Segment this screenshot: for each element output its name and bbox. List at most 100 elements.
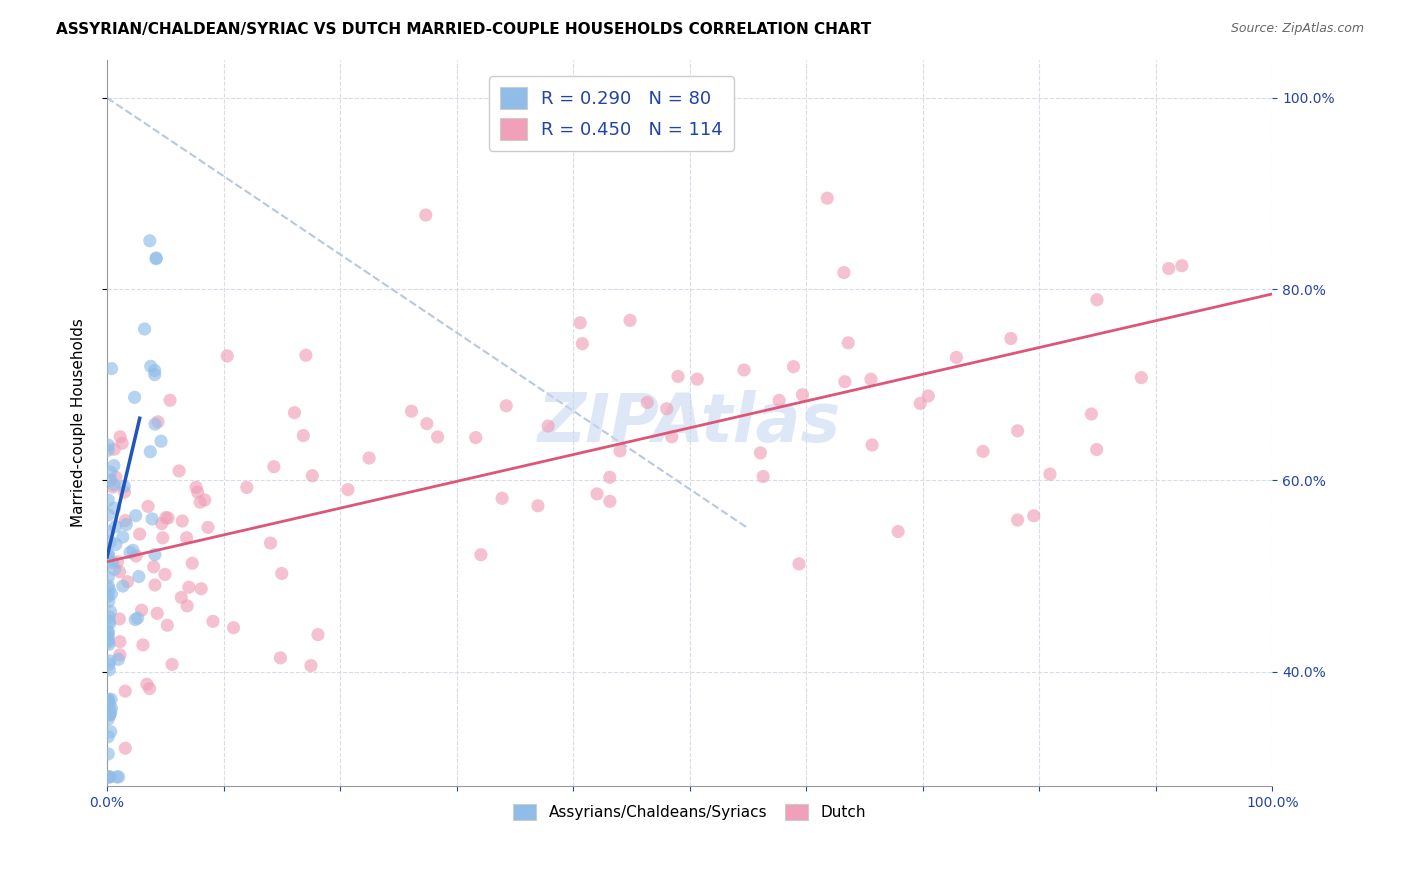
Point [97, 692, 120, 706]
Point [201, 615, 224, 629]
Point [108, 430, 131, 444]
Point [599, 494, 621, 508]
Point [97, 579, 120, 593]
Point [1130, 370, 1153, 384]
Point [111, 579, 134, 593]
Point [98, 707, 121, 722]
Point [97, 589, 120, 603]
Point [97, 712, 120, 726]
Point [527, 499, 550, 513]
Point [100, 605, 122, 619]
Point [112, 479, 135, 493]
Point [752, 469, 775, 483]
Point [1007, 424, 1029, 438]
Point [98, 663, 121, 677]
Point [834, 375, 856, 389]
Point [114, 514, 136, 528]
Point [146, 415, 169, 429]
Point [97, 693, 120, 707]
Legend: Assyrians/Chaldeans/Syriacs, Dutch: Assyrians/Chaldeans/Syriacs, Dutch [508, 797, 872, 826]
Point [122, 543, 145, 558]
Point [125, 549, 148, 563]
Point [859, 372, 882, 386]
Point [97, 635, 120, 649]
Point [97, 493, 120, 508]
Point [108, 648, 131, 662]
Text: ASSYRIAN/CHALDEAN/SYRIAC VS DUTCH MARRIED-COUPLE HOUSEHOLDS CORRELATION CHART: ASSYRIAN/CHALDEAN/SYRIAC VS DUTCH MARRIE… [56, 22, 872, 37]
Point [194, 493, 217, 508]
Point [142, 559, 165, 574]
Point [98, 637, 121, 651]
Point [768, 393, 790, 408]
Point [887, 524, 910, 539]
Point [97, 594, 120, 608]
Point [176, 531, 198, 545]
Point [176, 599, 198, 613]
Point [792, 387, 814, 401]
Point [172, 514, 194, 528]
Point [98, 534, 121, 549]
Point [945, 351, 967, 365]
Point [101, 480, 124, 494]
Point [97, 625, 120, 640]
Point [184, 480, 207, 494]
Point [135, 677, 157, 691]
Point [98, 616, 121, 631]
Point [101, 556, 124, 570]
Point [787, 557, 810, 571]
Point [655, 401, 678, 416]
Point [815, 191, 838, 205]
Point [103, 562, 125, 576]
Point [98, 615, 121, 629]
Point [97, 552, 120, 566]
Point [125, 508, 148, 523]
Point [118, 545, 141, 559]
Point [143, 363, 166, 377]
Point [100, 473, 122, 487]
Point [97, 570, 120, 584]
Point [145, 251, 167, 265]
Point [299, 658, 322, 673]
Point [104, 519, 127, 533]
Point [188, 495, 211, 509]
Point [152, 531, 174, 545]
Point [1022, 508, 1045, 523]
Text: Source: ZipAtlas.com: Source: ZipAtlas.com [1230, 22, 1364, 36]
Point [292, 428, 315, 442]
Point [134, 322, 156, 336]
Point [464, 431, 486, 445]
Point [146, 607, 169, 621]
Point [1157, 261, 1180, 276]
Point [139, 444, 162, 458]
Point [107, 770, 129, 784]
Point [569, 316, 592, 330]
Point [127, 611, 149, 625]
Point [112, 485, 135, 500]
Point [1171, 259, 1194, 273]
Point [143, 368, 166, 382]
Point [107, 652, 129, 666]
Point [910, 396, 932, 410]
Point [749, 446, 772, 460]
Point [972, 444, 994, 458]
Point [301, 468, 323, 483]
Point [636, 395, 658, 409]
Point [187, 485, 209, 500]
Point [111, 530, 134, 544]
Point [132, 638, 155, 652]
Point [138, 681, 160, 696]
Point [105, 770, 128, 784]
Point [661, 430, 683, 444]
Point [124, 390, 146, 404]
Point [104, 470, 127, 484]
Point [401, 404, 423, 418]
Point [128, 527, 150, 541]
Point [100, 705, 122, 719]
Point [1039, 467, 1062, 482]
Point [359, 450, 381, 465]
Point [156, 618, 179, 632]
Point [153, 567, 176, 582]
Point [139, 359, 162, 374]
Point [143, 417, 166, 431]
Point [103, 458, 125, 473]
